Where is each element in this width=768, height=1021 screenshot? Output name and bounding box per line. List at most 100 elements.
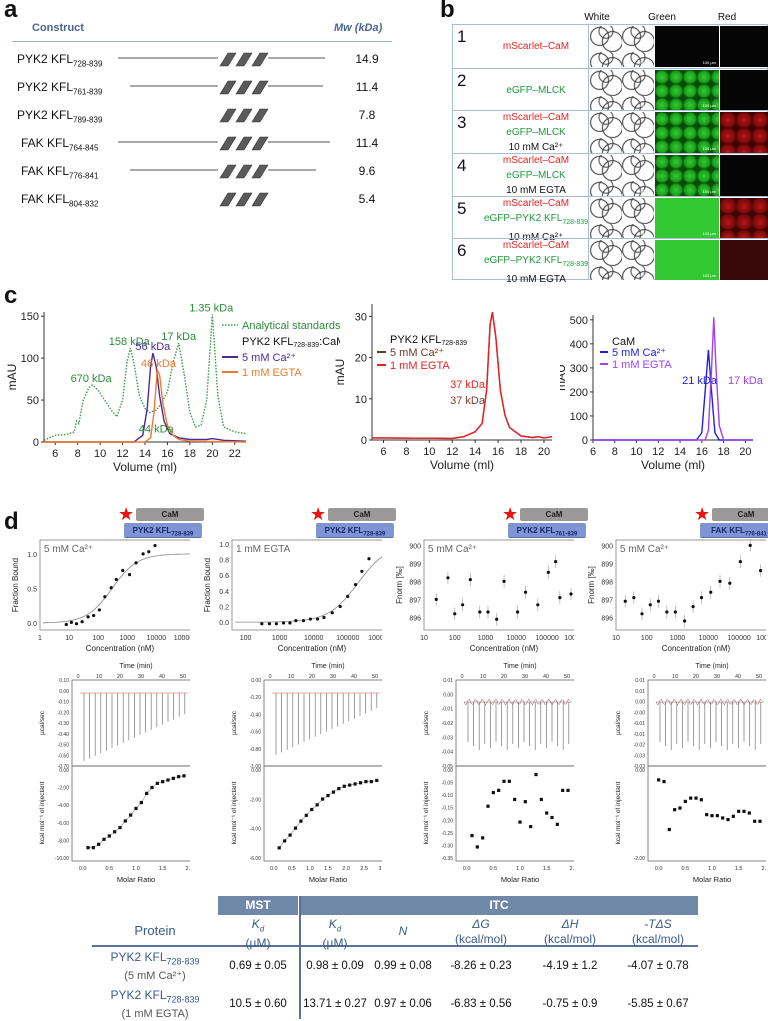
svg-text:-0.01: -0.01	[442, 707, 454, 713]
svg-text:100000: 100000	[535, 635, 558, 642]
svg-text:kcal mol⁻¹ of injectant: kcal mol⁻¹ of injectant	[39, 781, 46, 844]
svg-text:1.0: 1.0	[27, 552, 37, 559]
svg-text:mAU: mAU	[333, 359, 347, 386]
svg-text:500: 500	[570, 315, 588, 327]
table-cell: 0.69 ± 0.05	[220, 960, 296, 972]
svg-text:-6.00: -6.00	[250, 856, 262, 862]
micrograph-white: 100 µm	[590, 155, 654, 196]
svg-text:0.00: 0.00	[59, 768, 69, 774]
svg-text:6: 6	[52, 448, 58, 460]
svg-text:14: 14	[674, 446, 686, 458]
svg-text:2.0: 2.0	[186, 866, 190, 872]
svg-text:0.0: 0.0	[219, 620, 229, 627]
svg-text:14: 14	[469, 446, 481, 458]
svg-text:mAU: mAU	[5, 364, 19, 391]
svg-text:Molar Ratio: Molar Ratio	[117, 875, 155, 884]
svg-text:0.5: 0.5	[682, 866, 690, 872]
condition-line: eGFP–PYK2 KFL728-839	[467, 211, 605, 230]
svg-text:898: 898	[409, 579, 421, 586]
svg-text:Molar Ratio: Molar Ratio	[501, 875, 539, 884]
condition-line: mScarlet–CaM	[467, 153, 605, 168]
svg-text:0.10: 0.10	[59, 678, 69, 684]
micrograph-white: 100 µm	[590, 198, 654, 238]
scale-bar: 100 µm	[703, 146, 716, 151]
svg-text:897: 897	[409, 597, 421, 604]
svg-text:Concentration (nM): Concentration (nM)	[86, 644, 155, 653]
svg-text:20: 20	[117, 674, 123, 680]
svg-text:10000: 10000	[507, 635, 527, 642]
svg-text:1000000: 1000000	[564, 635, 574, 642]
svg-text:µcal/sec: µcal/sec	[423, 710, 430, 735]
svg-text:18: 18	[515, 446, 527, 458]
svg-text:0.01: 0.01	[635, 689, 645, 695]
svg-text:100: 100	[92, 635, 104, 642]
svg-text:100: 100	[641, 635, 653, 642]
svg-text:-8.00: -8.00	[58, 838, 70, 844]
svg-text:100000: 100000	[727, 635, 750, 642]
svg-text:44 kDa: 44 kDa	[139, 423, 175, 435]
svg-text:1: 1	[38, 635, 42, 642]
svg-text:1 mM EGTA: 1 mM EGTA	[612, 359, 672, 371]
svg-text:Time (min): Time (min)	[119, 663, 152, 670]
svg-text:20: 20	[693, 674, 699, 680]
svg-text:Time (min): Time (min)	[695, 663, 728, 670]
svg-text:-0.00: -0.00	[634, 710, 646, 716]
svg-text:-0.15: -0.15	[442, 806, 454, 812]
svg-text:100: 100	[21, 353, 39, 365]
svg-text:10000: 10000	[699, 635, 719, 642]
svg-text:50: 50	[372, 674, 378, 680]
svg-text:20: 20	[206, 448, 218, 460]
svg-text:16: 16	[492, 446, 504, 458]
svg-text:16: 16	[696, 446, 708, 458]
condition-line: mScarlet–CaM	[467, 196, 605, 211]
svg-text:10: 10	[423, 446, 435, 458]
cam-label-box: CaM	[712, 508, 768, 521]
svg-text:Volume (ml): Volume (ml)	[430, 458, 494, 472]
column-header-white: White	[565, 12, 629, 23]
table-cell: 13.71 ± 0.27	[302, 998, 368, 1010]
micrograph-green: 100 µm	[655, 70, 719, 110]
svg-text:30: 30	[714, 674, 720, 680]
svg-text:897: 897	[601, 597, 613, 604]
mw-value: 5.4	[347, 192, 387, 206]
svg-text:8: 8	[403, 446, 409, 458]
svg-text:0.01: 0.01	[635, 678, 645, 684]
svg-text:899: 899	[601, 561, 613, 568]
helix-icon	[0, 106, 330, 126]
svg-text:0: 0	[652, 674, 655, 680]
column-header: Kd(µM)	[302, 917, 368, 951]
svg-text:0.2: 0.2	[219, 605, 229, 612]
svg-text:40: 40	[543, 674, 549, 680]
svg-text:5 mM Ca²⁺: 5 mM Ca²⁺	[612, 347, 666, 359]
svg-text:2.0: 2.0	[570, 866, 574, 872]
svg-text:Fnorm [‰]: Fnorm [‰]	[395, 566, 404, 604]
micrograph-white: 100 µm	[590, 26, 654, 67]
condition-line: mScarlet–CaM	[467, 238, 605, 253]
svg-text:1000000: 1000000	[756, 635, 766, 642]
table-cell: -4.07 ± 0.78	[616, 960, 700, 972]
svg-text:17 kDa: 17 kDa	[728, 375, 764, 387]
svg-text:898: 898	[601, 579, 613, 586]
micrograph-green: 100 µm	[655, 26, 719, 67]
svg-text:10: 10	[96, 674, 102, 680]
svg-text:-0.03: -0.03	[634, 753, 646, 759]
svg-text:1 mM EGTA: 1 mM EGTA	[242, 367, 302, 379]
svg-text:2.5: 2.5	[360, 866, 368, 872]
svg-text:30: 30	[355, 311, 367, 323]
svg-text:-2.00: -2.00	[58, 786, 70, 792]
fluorescent-label-star-icon: ★	[118, 505, 134, 523]
svg-text:5 mM Ca²⁺: 5 mM Ca²⁺	[44, 544, 93, 555]
condition-line: mScarlet–CaM	[467, 110, 605, 125]
kfl-label-box: PYK2 KFL761-839	[508, 523, 586, 538]
condition-line: eGFP–PYK2 KFL728-839	[467, 253, 605, 272]
header-divider	[12, 41, 392, 42]
svg-text:-0.30: -0.30	[442, 843, 454, 849]
scale-bar: 100 µm	[638, 231, 651, 236]
svg-text:2.0: 2.0	[342, 866, 350, 872]
row-number: 2	[457, 71, 466, 91]
